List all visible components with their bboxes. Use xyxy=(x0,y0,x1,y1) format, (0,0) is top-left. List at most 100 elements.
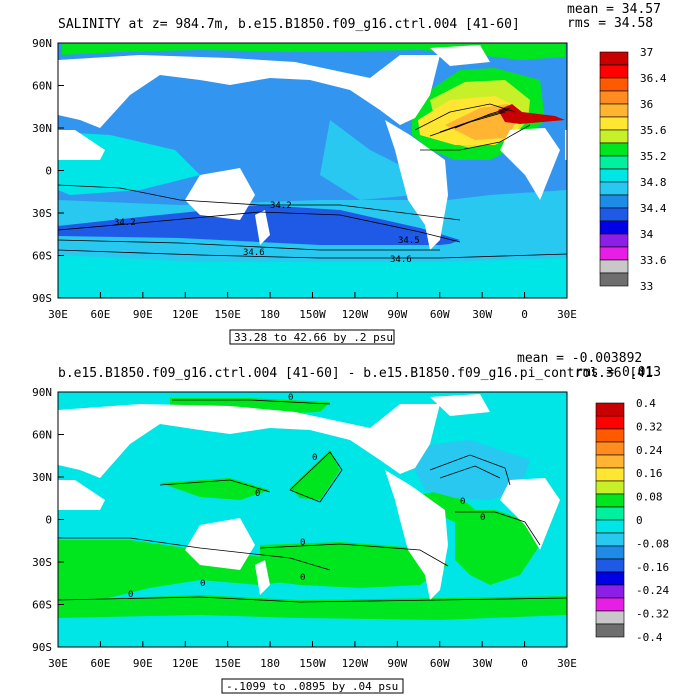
panel1-mean: mean = 34.57 xyxy=(567,2,661,17)
svg-text:0: 0 xyxy=(460,497,465,507)
colorbar-swatch xyxy=(595,519,625,534)
y-tick-label: 60S xyxy=(32,599,52,612)
difference-panel: b.e15.B1850.f09_g16.ctrl.004 [41-60] - b… xyxy=(32,351,669,694)
x-tick-label: 150E xyxy=(214,657,241,670)
panel1-colorbar: 37 36.4 36 35.6 35.2 34.8 34.4 34 33.6 33 xyxy=(599,46,667,293)
colorbar-swatch xyxy=(595,558,625,573)
colorbar-swatch xyxy=(595,428,625,443)
y-tick-label: 90S xyxy=(32,292,52,305)
x-tick-label: 0 xyxy=(521,657,528,670)
panel1-range-box xyxy=(229,329,395,345)
y-tick-label: 60S xyxy=(32,250,52,263)
x-tick-label: 150W xyxy=(299,308,326,321)
x-tick-label: 180 xyxy=(260,657,280,670)
svg-text:0: 0 xyxy=(312,453,317,463)
colorbar-swatch xyxy=(599,194,629,209)
colorbar-swatch xyxy=(599,90,629,105)
y-tick-label: 30S xyxy=(32,207,52,220)
colorbar-swatch xyxy=(599,64,629,79)
panel1-y-axis: 90N 60N 30N 0 30S 60S 90S xyxy=(32,37,64,305)
salinity-contours xyxy=(58,103,567,259)
colorbar-label: 35.2 xyxy=(640,150,667,163)
y-tick-label: 90S xyxy=(32,641,52,654)
colorbar-label: -0.24 xyxy=(636,584,669,597)
panel1-x-axis: 30E 60E 90E 120E 150E 180 150W 120W 90W 60W 30W 0 30… xyxy=(48,292,577,321)
y-tick-label: 0 xyxy=(45,165,52,178)
panel2-map: 0 0 0 0 0 0 0 0 0 xyxy=(58,392,567,647)
continents xyxy=(58,394,560,600)
x-tick-label: 90W xyxy=(387,657,407,670)
svg-text:0: 0 xyxy=(480,513,485,523)
y-tick-label: 90N xyxy=(32,37,52,50)
colorbar-swatch xyxy=(595,584,625,599)
north-atlantic-negative xyxy=(425,448,520,492)
x-tick-label: 120E xyxy=(172,308,199,321)
x-tick-label: 150E xyxy=(214,308,241,321)
x-tick-label: 120W xyxy=(342,657,369,670)
circumpolar-band xyxy=(58,236,567,262)
colorbar-swatch xyxy=(595,415,625,430)
colorbar-swatch xyxy=(595,480,625,495)
svg-text:0: 0 xyxy=(128,590,133,600)
x-tick-label: 120E xyxy=(172,657,199,670)
south-pacific-positive xyxy=(260,542,448,588)
colorbar-label: -0.4 xyxy=(636,631,663,644)
colorbar-label: -0.08 xyxy=(636,537,669,550)
colorbar-swatch xyxy=(595,571,625,586)
south-atlantic-positive xyxy=(455,510,540,585)
panel2-range-box xyxy=(221,678,404,694)
colorbar-label: 0.08 xyxy=(636,491,663,504)
x-tick-label: 30W xyxy=(472,657,492,670)
colorbar-swatch xyxy=(599,181,629,196)
contour-labels: 34.2 34.2 34.5 34.6 34.6 xyxy=(114,201,420,265)
panel1-map: 34.2 34.2 34.5 34.6 34.6 xyxy=(58,43,567,298)
colorbar-swatch xyxy=(599,233,629,248)
colorbar-swatch xyxy=(595,493,625,508)
salinity-panel: SALINITY at z= 984.7m, b.e15.B1850.f09_g… xyxy=(32,2,667,345)
panel2-title: b.e15.B1850.f09_g16.ctrl.004 [41-60] - b… xyxy=(58,366,653,381)
colorbar-label: 35.6 xyxy=(640,124,667,137)
x-tick-label: 120W xyxy=(342,308,369,321)
colorbar-swatch xyxy=(599,220,629,235)
colorbar-label: 34.4 xyxy=(640,202,667,215)
colorbar-swatch xyxy=(599,103,629,118)
x-tick-label: 60E xyxy=(90,657,110,670)
y-tick-label: 60N xyxy=(32,429,52,442)
colorbar-label: 0.24 xyxy=(636,444,663,457)
mediterranean-outflow xyxy=(498,104,565,124)
svg-text:34.6: 34.6 xyxy=(243,248,265,258)
x-tick-label: 60E xyxy=(90,308,110,321)
colorbar-swatch xyxy=(595,623,625,638)
panel2-y-axis: 90N 60N 30N 0 30S 60S 90S xyxy=(32,386,64,654)
colorbar-label: 0.32 xyxy=(636,420,663,433)
colorbar-label: 36.4 xyxy=(640,72,667,85)
southern-ocean-positive xyxy=(58,595,567,620)
colorbar-swatch xyxy=(595,467,625,482)
x-tick-label: 90E xyxy=(133,657,153,670)
panel2-mean: mean = -0.003892 xyxy=(517,351,642,366)
panel2-range-text: -.1099 to .0895 by .04 psu xyxy=(226,680,398,693)
svg-text:0: 0 xyxy=(255,489,260,499)
panel2-x-axis: 30E 60E 90E 120E 150E 180 150W 120W 90W 60W 30W 0 30… xyxy=(48,641,577,670)
colorbar-swatch xyxy=(599,155,629,170)
colorbar-swatch xyxy=(595,545,625,560)
arctic-band xyxy=(62,43,565,60)
svg-text:0: 0 xyxy=(300,538,305,548)
x-tick-label: 30E xyxy=(557,308,577,321)
colorbar-swatch xyxy=(595,610,625,625)
colorbar-swatch xyxy=(595,506,625,521)
y-tick-label: 90N xyxy=(32,386,52,399)
y-tick-label: 0 xyxy=(45,514,52,527)
contour-labels: 0 0 0 0 0 0 0 0 0 xyxy=(128,393,485,600)
y-tick-label: 30N xyxy=(32,122,52,135)
colorbar-swatch xyxy=(599,77,629,92)
x-tick-label: 30E xyxy=(48,657,68,670)
colorbar-swatch xyxy=(599,129,629,144)
caribbean-positive xyxy=(418,490,485,525)
colorbar-swatch xyxy=(599,246,629,261)
colorbar-swatch xyxy=(595,402,625,417)
colorbar-swatch xyxy=(595,532,625,547)
svg-text:34.5: 34.5 xyxy=(398,236,420,246)
x-tick-label: 30W xyxy=(472,308,492,321)
